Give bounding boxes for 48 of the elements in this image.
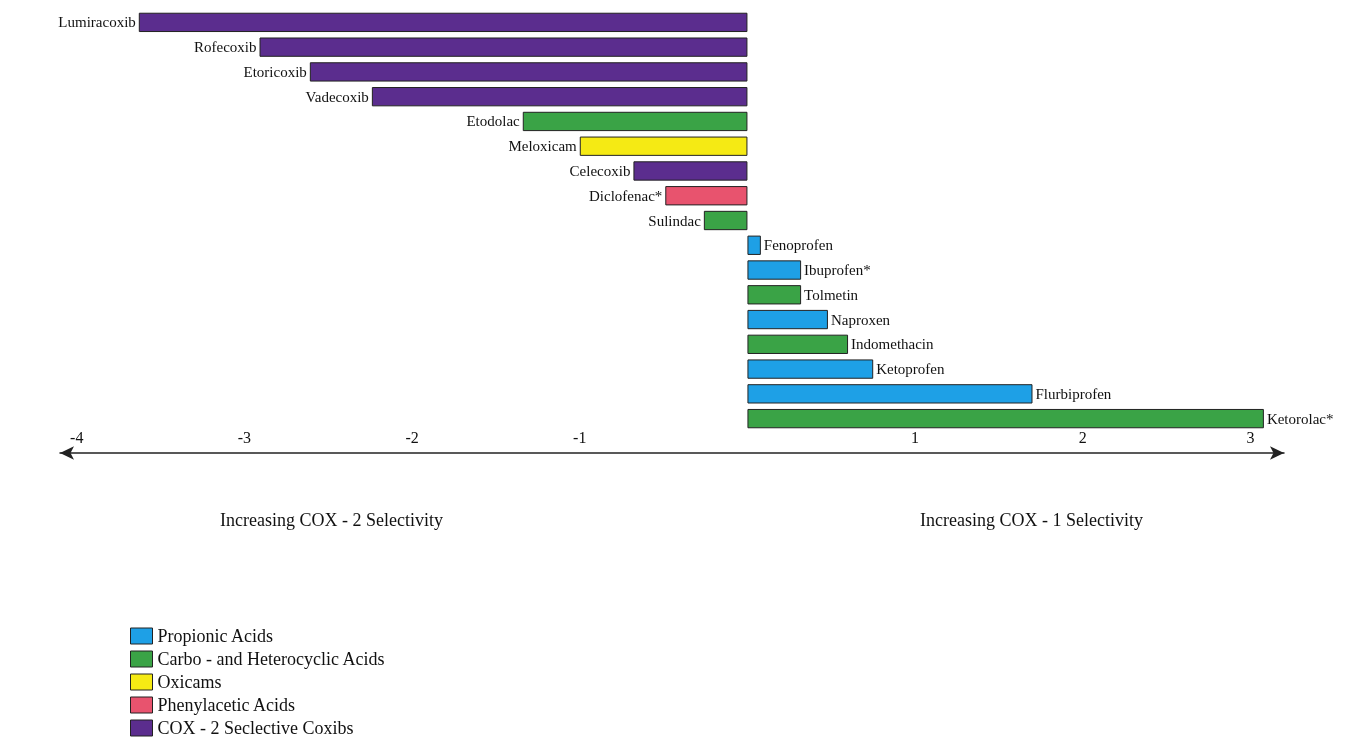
legend-label: Phenylacetic Acids	[157, 695, 295, 715]
bar	[138, 12, 748, 33]
bar	[747, 334, 849, 354]
y-tick-label: Indomethacin	[851, 336, 935, 353]
bar	[309, 62, 748, 82]
y-tick-label: Etoricoxib	[243, 63, 307, 80]
y-tick-label: Vadecoxib	[305, 88, 369, 105]
bar	[579, 136, 748, 156]
y-tick-label: Etodolac	[466, 113, 521, 130]
x-tick-label: 1	[911, 428, 920, 446]
x-tick-label: -1	[573, 428, 587, 446]
y-tick-label: Lumiracoxib	[58, 14, 136, 31]
bar	[747, 309, 828, 330]
bar	[633, 161, 748, 181]
legend-label: Oxicams	[157, 672, 222, 692]
text: Increasing COX - 1 Selectivity	[920, 510, 1143, 530]
x-tick-label: -4	[70, 428, 84, 446]
legend-label: Propionic Acids	[157, 626, 273, 646]
y-tick-label: Meloxicam	[508, 138, 578, 155]
bar	[747, 260, 802, 280]
x-tick-label: -3	[237, 428, 252, 446]
y-tick-label: Naproxen	[830, 311, 891, 328]
y-tick-label: Rofecoxib	[194, 39, 257, 56]
y-tick-label: Tolmetin	[804, 286, 859, 303]
text: Increasing COX - 2 Selectivity	[220, 510, 443, 530]
y-tick-label: Flurbiprofen	[1035, 385, 1112, 402]
y-tick-label: Ibuprofen*	[804, 262, 871, 279]
bar	[747, 359, 874, 379]
y-tick-label: Ketorolac*	[1266, 410, 1334, 427]
bar	[371, 87, 748, 107]
y-tick-label: Ketoprofen	[876, 361, 946, 378]
legend-label: COX - 2 Seclective Coxibs	[157, 718, 354, 738]
y-tick-label: Fenoprofen	[763, 237, 834, 254]
y-tick-label: Diclofenac*	[589, 187, 663, 204]
bar	[747, 384, 1033, 404]
bar	[747, 235, 761, 255]
bar	[747, 285, 802, 305]
bar	[747, 408, 1264, 429]
bar	[522, 111, 748, 132]
x-tick-label: 2	[1078, 428, 1087, 446]
bar	[703, 210, 748, 231]
bar	[665, 186, 748, 206]
x-tick-label: -2	[405, 428, 419, 446]
bar	[259, 37, 748, 57]
x-tick-label: 3	[1246, 428, 1255, 446]
y-tick-label: Sulindac	[648, 212, 702, 229]
y-tick-label: Celecoxib	[569, 162, 631, 179]
legend-label: Carbo - and Heterocyclic Acids	[157, 649, 385, 669]
